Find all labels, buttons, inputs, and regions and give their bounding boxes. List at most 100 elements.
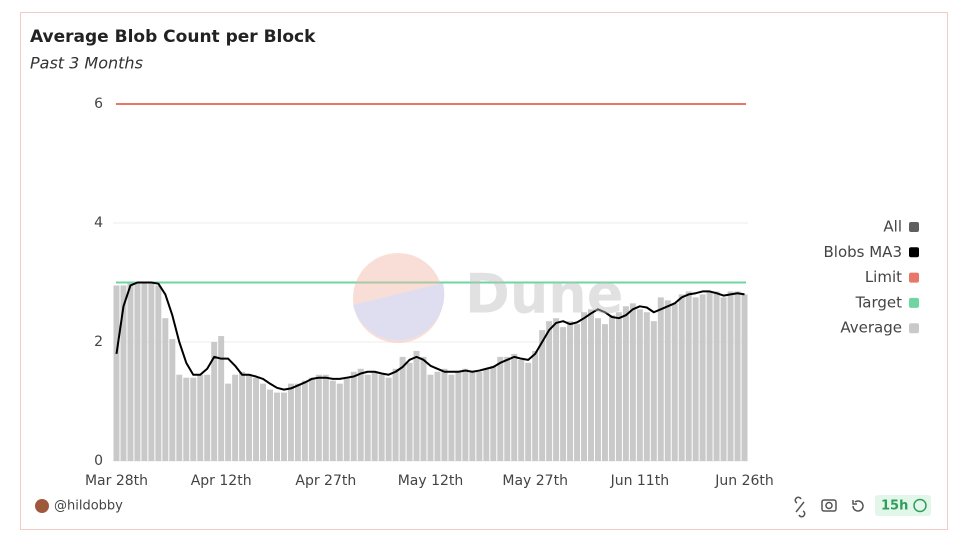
bar bbox=[511, 353, 518, 461]
bar bbox=[385, 377, 392, 461]
x-tick-label: May 12th bbox=[398, 473, 464, 489]
bar bbox=[420, 356, 427, 461]
bar bbox=[685, 291, 692, 461]
legend-swatch[interactable] bbox=[909, 297, 919, 308]
bar bbox=[183, 377, 190, 461]
bar bbox=[615, 312, 622, 461]
bar bbox=[706, 291, 713, 461]
bar bbox=[162, 318, 169, 461]
bar bbox=[211, 342, 218, 461]
bar bbox=[699, 294, 706, 461]
avatar bbox=[35, 499, 49, 513]
y-tick-label: 6 bbox=[94, 96, 103, 112]
bar bbox=[169, 339, 176, 461]
chart-subtitle: Past 3 Months bbox=[30, 54, 143, 73]
camera-icon[interactable] bbox=[821, 499, 837, 512]
bar bbox=[671, 303, 678, 461]
bar bbox=[350, 371, 357, 461]
bar bbox=[273, 392, 280, 461]
bar bbox=[441, 368, 448, 461]
x-tick-label: Apr 12th bbox=[191, 473, 252, 489]
bar bbox=[204, 374, 211, 461]
bar bbox=[483, 368, 490, 461]
x-tick-label: May 27th bbox=[502, 473, 568, 489]
bar bbox=[504, 356, 511, 461]
bar bbox=[378, 374, 385, 461]
watermark-logo bbox=[353, 253, 443, 343]
bar bbox=[308, 377, 315, 461]
bar bbox=[434, 371, 441, 461]
legend-swatch[interactable] bbox=[909, 222, 919, 232]
bar bbox=[267, 389, 273, 461]
bar bbox=[601, 324, 608, 461]
bar bbox=[629, 303, 636, 461]
bar bbox=[357, 368, 364, 461]
x-tick-label: Jun 26th bbox=[714, 473, 774, 489]
legend-label: Target bbox=[855, 293, 903, 311]
refresh-icon[interactable] bbox=[852, 500, 864, 512]
bar bbox=[490, 365, 497, 461]
bar bbox=[113, 285, 120, 461]
bar bbox=[539, 330, 546, 461]
bar bbox=[553, 318, 560, 461]
link-icon[interactable] bbox=[794, 496, 806, 518]
bar bbox=[581, 312, 588, 461]
bar bbox=[141, 282, 148, 461]
bar bbox=[406, 362, 413, 461]
bar bbox=[448, 374, 455, 461]
bar bbox=[734, 291, 741, 461]
bar bbox=[636, 309, 643, 461]
bar bbox=[413, 350, 420, 461]
bar bbox=[343, 377, 350, 461]
bar bbox=[664, 300, 671, 461]
bar bbox=[287, 383, 294, 461]
watermark-text: Dune bbox=[465, 263, 623, 326]
legend-label: Limit bbox=[865, 268, 902, 286]
bar bbox=[364, 374, 371, 461]
legend-swatch[interactable] bbox=[909, 247, 919, 258]
bar bbox=[476, 371, 483, 461]
bar bbox=[155, 285, 162, 461]
bar bbox=[532, 350, 539, 461]
chart-title: Average Blob Count per Block bbox=[30, 27, 316, 47]
bar bbox=[371, 371, 378, 461]
bar bbox=[650, 321, 657, 461]
bar bbox=[134, 282, 141, 461]
bar bbox=[427, 374, 434, 461]
y-tick-label: 4 bbox=[94, 215, 103, 231]
bar bbox=[525, 362, 532, 461]
bar bbox=[657, 297, 664, 461]
bar bbox=[469, 371, 476, 461]
bar bbox=[392, 368, 399, 461]
bar bbox=[720, 297, 727, 461]
x-tick-label: Apr 27th bbox=[295, 473, 356, 489]
bar bbox=[643, 312, 650, 461]
legend-swatch[interactable] bbox=[909, 272, 919, 283]
bar bbox=[280, 392, 287, 461]
bar bbox=[741, 294, 748, 461]
watermark: Dune bbox=[353, 253, 623, 343]
bar bbox=[315, 374, 322, 461]
bar bbox=[260, 383, 267, 461]
legend-swatch[interactable] bbox=[909, 323, 919, 334]
bar bbox=[462, 368, 469, 461]
bar bbox=[608, 315, 615, 461]
bar bbox=[322, 374, 329, 461]
bar bbox=[560, 327, 567, 461]
bar bbox=[239, 371, 246, 461]
bar bbox=[197, 374, 204, 461]
legend-label: Blobs MA3 bbox=[824, 243, 903, 261]
legend-label: Average bbox=[840, 319, 902, 337]
bar bbox=[497, 356, 504, 461]
bar bbox=[294, 383, 301, 461]
bar bbox=[399, 356, 406, 461]
check-icon bbox=[913, 498, 927, 513]
age: 15h bbox=[881, 499, 908, 514]
bar bbox=[301, 380, 308, 461]
bar bbox=[190, 377, 197, 461]
bar bbox=[120, 285, 127, 461]
bar bbox=[567, 321, 574, 461]
y-tick-label: 2 bbox=[94, 334, 103, 350]
